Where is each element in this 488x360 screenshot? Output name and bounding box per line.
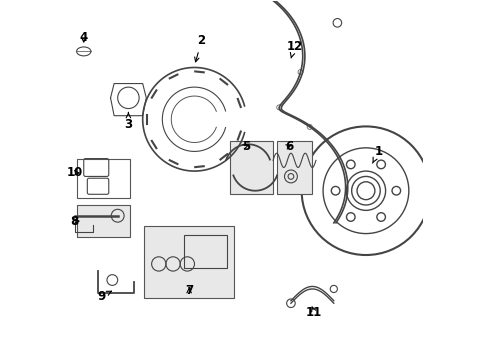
Bar: [77, 158, 130, 198]
Circle shape: [356, 182, 374, 200]
Text: 10: 10: [66, 166, 83, 179]
Text: 1: 1: [372, 145, 382, 163]
Text: 11: 11: [305, 306, 322, 319]
Text: 5: 5: [242, 140, 250, 153]
Bar: [276, 141, 312, 194]
Text: 6: 6: [285, 140, 293, 153]
Bar: [77, 205, 130, 237]
Text: 4: 4: [80, 31, 88, 44]
Text: 12: 12: [286, 40, 302, 58]
Text: 3: 3: [124, 113, 132, 131]
Text: 9: 9: [97, 289, 111, 303]
Bar: [144, 226, 233, 298]
Bar: [183, 235, 226, 267]
Text: 2: 2: [194, 34, 205, 62]
Bar: [230, 141, 272, 194]
Text: 7: 7: [184, 284, 193, 297]
Text: 8: 8: [71, 215, 79, 228]
Circle shape: [351, 176, 380, 205]
